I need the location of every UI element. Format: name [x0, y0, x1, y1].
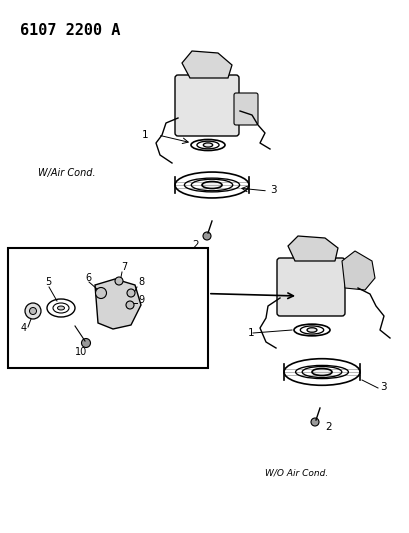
Text: 9: 9 — [138, 295, 144, 305]
Ellipse shape — [311, 368, 331, 376]
Polygon shape — [287, 236, 337, 261]
Circle shape — [95, 287, 106, 298]
Polygon shape — [95, 279, 141, 329]
Ellipse shape — [202, 182, 221, 189]
Circle shape — [310, 418, 318, 426]
Circle shape — [127, 289, 135, 297]
Circle shape — [25, 303, 41, 319]
Circle shape — [29, 308, 36, 314]
Bar — [8, 248, 207, 368]
Polygon shape — [182, 51, 231, 78]
FancyBboxPatch shape — [234, 93, 257, 125]
Text: 4: 4 — [21, 323, 27, 333]
Text: 8: 8 — [138, 277, 144, 287]
FancyBboxPatch shape — [276, 258, 344, 316]
Text: W/Air Cond.: W/Air Cond. — [38, 168, 95, 178]
Ellipse shape — [306, 328, 316, 332]
Text: 1: 1 — [142, 130, 148, 140]
Text: 5: 5 — [45, 277, 51, 287]
Circle shape — [126, 301, 134, 309]
Text: 3: 3 — [379, 382, 386, 392]
FancyBboxPatch shape — [175, 75, 238, 136]
Polygon shape — [341, 251, 374, 290]
Text: 6: 6 — [85, 273, 91, 283]
Text: 2: 2 — [191, 240, 198, 250]
Text: 7: 7 — [121, 262, 127, 272]
Circle shape — [115, 277, 123, 285]
Circle shape — [202, 232, 211, 240]
Ellipse shape — [57, 306, 64, 310]
Ellipse shape — [203, 143, 212, 147]
Text: 10: 10 — [75, 347, 87, 357]
Text: 6107 2200 A: 6107 2200 A — [20, 23, 120, 38]
Text: W/O Air Cond.: W/O Air Cond. — [264, 468, 328, 477]
Text: 3: 3 — [270, 185, 276, 195]
Circle shape — [81, 338, 90, 348]
Text: 1: 1 — [247, 328, 254, 338]
Text: 2: 2 — [324, 422, 331, 432]
